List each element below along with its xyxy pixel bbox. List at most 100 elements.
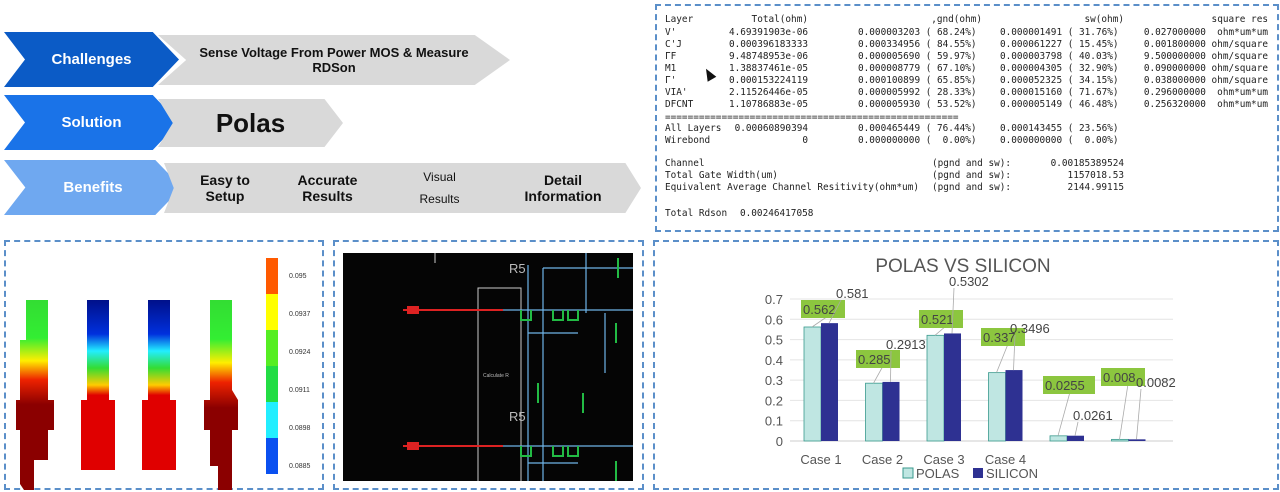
bar-polas — [1049, 435, 1068, 442]
colorbar-band — [266, 366, 278, 402]
report-cell: sw(ohm) — [1084, 14, 1124, 25]
report-cell: VIA' — [665, 87, 688, 98]
y-tick-label: 0.5 — [765, 333, 783, 348]
report-cell: Γ' — [665, 75, 677, 86]
colorbar-band — [266, 330, 278, 366]
label-leader — [1057, 391, 1071, 436]
report-cell: 1.10786883e-05 — [728, 99, 808, 110]
report-cell: (pgnd and sw): — [932, 182, 1012, 193]
report-cell: 0.000052325 ( 34.15%) — [1000, 75, 1119, 86]
report-cell: (pgnd and sw): — [932, 158, 1012, 169]
report-cell: 0.000061227 ( 15.45%) — [1000, 39, 1119, 50]
bar-silicon — [944, 333, 961, 441]
bar-silicon — [1005, 370, 1023, 441]
report-cell: Layer — [665, 14, 694, 25]
report-cell: 0 — [802, 135, 808, 146]
label-leader — [890, 350, 892, 382]
benefits-arrow: Benefits — [4, 160, 182, 215]
report-cell: 2.11526446e-05 — [728, 87, 808, 98]
report-cell: 9.500000000 ohm/square — [1143, 51, 1268, 62]
report-cell: (pgnd and sw): — [932, 170, 1012, 181]
bar-silicon — [821, 323, 838, 441]
report-cell: Channel — [665, 158, 705, 169]
report-cell: ========================================… — [665, 112, 959, 123]
report-cell: 0.000005930 ( 53.52%) — [858, 99, 977, 110]
colorbar-label: 0.0898 — [289, 425, 311, 432]
legend-swatch — [902, 467, 914, 479]
report-cell: 0.000008779 ( 67.10%) — [858, 63, 977, 74]
circuit-schematic: R5 R5 Calculate R — [343, 253, 633, 481]
legend-swatch — [973, 468, 983, 478]
y-tick-label: 0.7 — [765, 292, 783, 307]
heatmap-shape — [81, 300, 115, 470]
report-cell: 0.256320000 ohm*um*um — [1143, 99, 1268, 110]
report-cell: M1 — [665, 63, 677, 74]
label-leader — [828, 299, 842, 324]
label-leader — [1013, 334, 1016, 371]
report-cell: 1.38837461e-05 — [728, 63, 808, 74]
colorbar-label: 0.0885 — [289, 463, 311, 470]
colorbar-label: 0.0911 — [289, 387, 310, 394]
report-cell: 0.000100899 ( 65.85%) — [858, 75, 977, 86]
benefits-label: Benefits — [63, 179, 123, 196]
resistance-heatmap — [16, 300, 238, 490]
schematic-panel — [333, 240, 644, 490]
data-label: 0.581 — [836, 286, 869, 301]
data-label: 0.521 — [921, 312, 954, 327]
data-label-bg — [919, 310, 963, 328]
colorbar-band — [266, 258, 278, 294]
report-cell: 0.090000000 ohm/square — [1143, 63, 1268, 74]
data-label: 0.285 — [858, 352, 891, 367]
benefit-label: Visual Results — [419, 170, 460, 206]
report-cell: 0.027000000 ohm*um*um — [1143, 27, 1268, 38]
benefit-label: Easy to Setup — [200, 172, 250, 204]
label-leader — [873, 365, 884, 384]
report-cell: 0.000000000 ( 0.00%) — [1000, 135, 1119, 146]
benefit-label: Accurate Results — [297, 172, 358, 204]
label-leader — [1119, 383, 1129, 440]
solution-arrow: Solution — [4, 95, 179, 150]
solution-name: Polas — [215, 107, 286, 138]
colorbar-label: 0.0937 — [289, 311, 311, 318]
label-leader — [951, 287, 955, 334]
report-cell: 0.000003203 ( 68.24%) — [858, 27, 977, 38]
report-cell: Equivalent Average Channel Resitivity(oh… — [665, 182, 919, 193]
challenges-description: Sense Voltage From Power MOS & Measure R… — [199, 45, 469, 75]
benefit-label: Detail Information — [524, 172, 602, 204]
solution-text: Polas — [158, 99, 343, 147]
report-cell: 0.000396183333 — [728, 39, 808, 50]
data-label-bg — [1043, 376, 1095, 394]
heatmap-shape — [16, 300, 54, 490]
data-label: 0.2913 — [886, 337, 926, 352]
report-cell: 0.001800000 ohm/square — [1143, 39, 1268, 50]
report-cell: ,gnd(ohm) — [931, 14, 982, 25]
colorbar-label: 0.095 — [289, 273, 307, 280]
data-label: 0.0082 — [1136, 375, 1176, 390]
y-tick-label: 0.4 — [765, 353, 783, 368]
report-cell: 0.296000000 ohm*um*um — [1143, 87, 1268, 98]
data-label: 0.3496 — [1010, 321, 1050, 336]
y-tick-label: 0 — [776, 434, 783, 449]
rdson-report-panel — [655, 4, 1279, 232]
colorbar-band — [266, 294, 278, 330]
report-cell: 9.48748953e-06 — [728, 51, 808, 62]
y-tick-label: 0.2 — [765, 393, 783, 408]
heatmap-shape — [204, 300, 238, 490]
data-label: 0.0261 — [1073, 408, 1113, 423]
x-tick-label: Case 1 — [800, 452, 841, 467]
bar-silicon — [1128, 439, 1146, 441]
schematic-label: R5 — [509, 261, 526, 276]
data-label: 0.562 — [803, 302, 836, 317]
label-leader — [1074, 421, 1079, 436]
solution-label: Solution — [61, 114, 122, 131]
report-cell: Total Gate Width(um) — [665, 170, 778, 181]
report-cell: All Layers — [665, 123, 722, 134]
data-label: 0.008 — [1103, 370, 1136, 385]
bar-polas — [1111, 438, 1129, 442]
data-label-bg — [856, 350, 900, 368]
schematic-label: R5 — [509, 409, 526, 424]
report-cell: Wirebond — [665, 135, 711, 146]
report-cell: 0.038000000 ohm/square — [1143, 75, 1268, 86]
report-cell: 0.000005690 ( 59.97%) — [858, 51, 977, 62]
benefit-item: Detail Information — [485, 163, 641, 213]
